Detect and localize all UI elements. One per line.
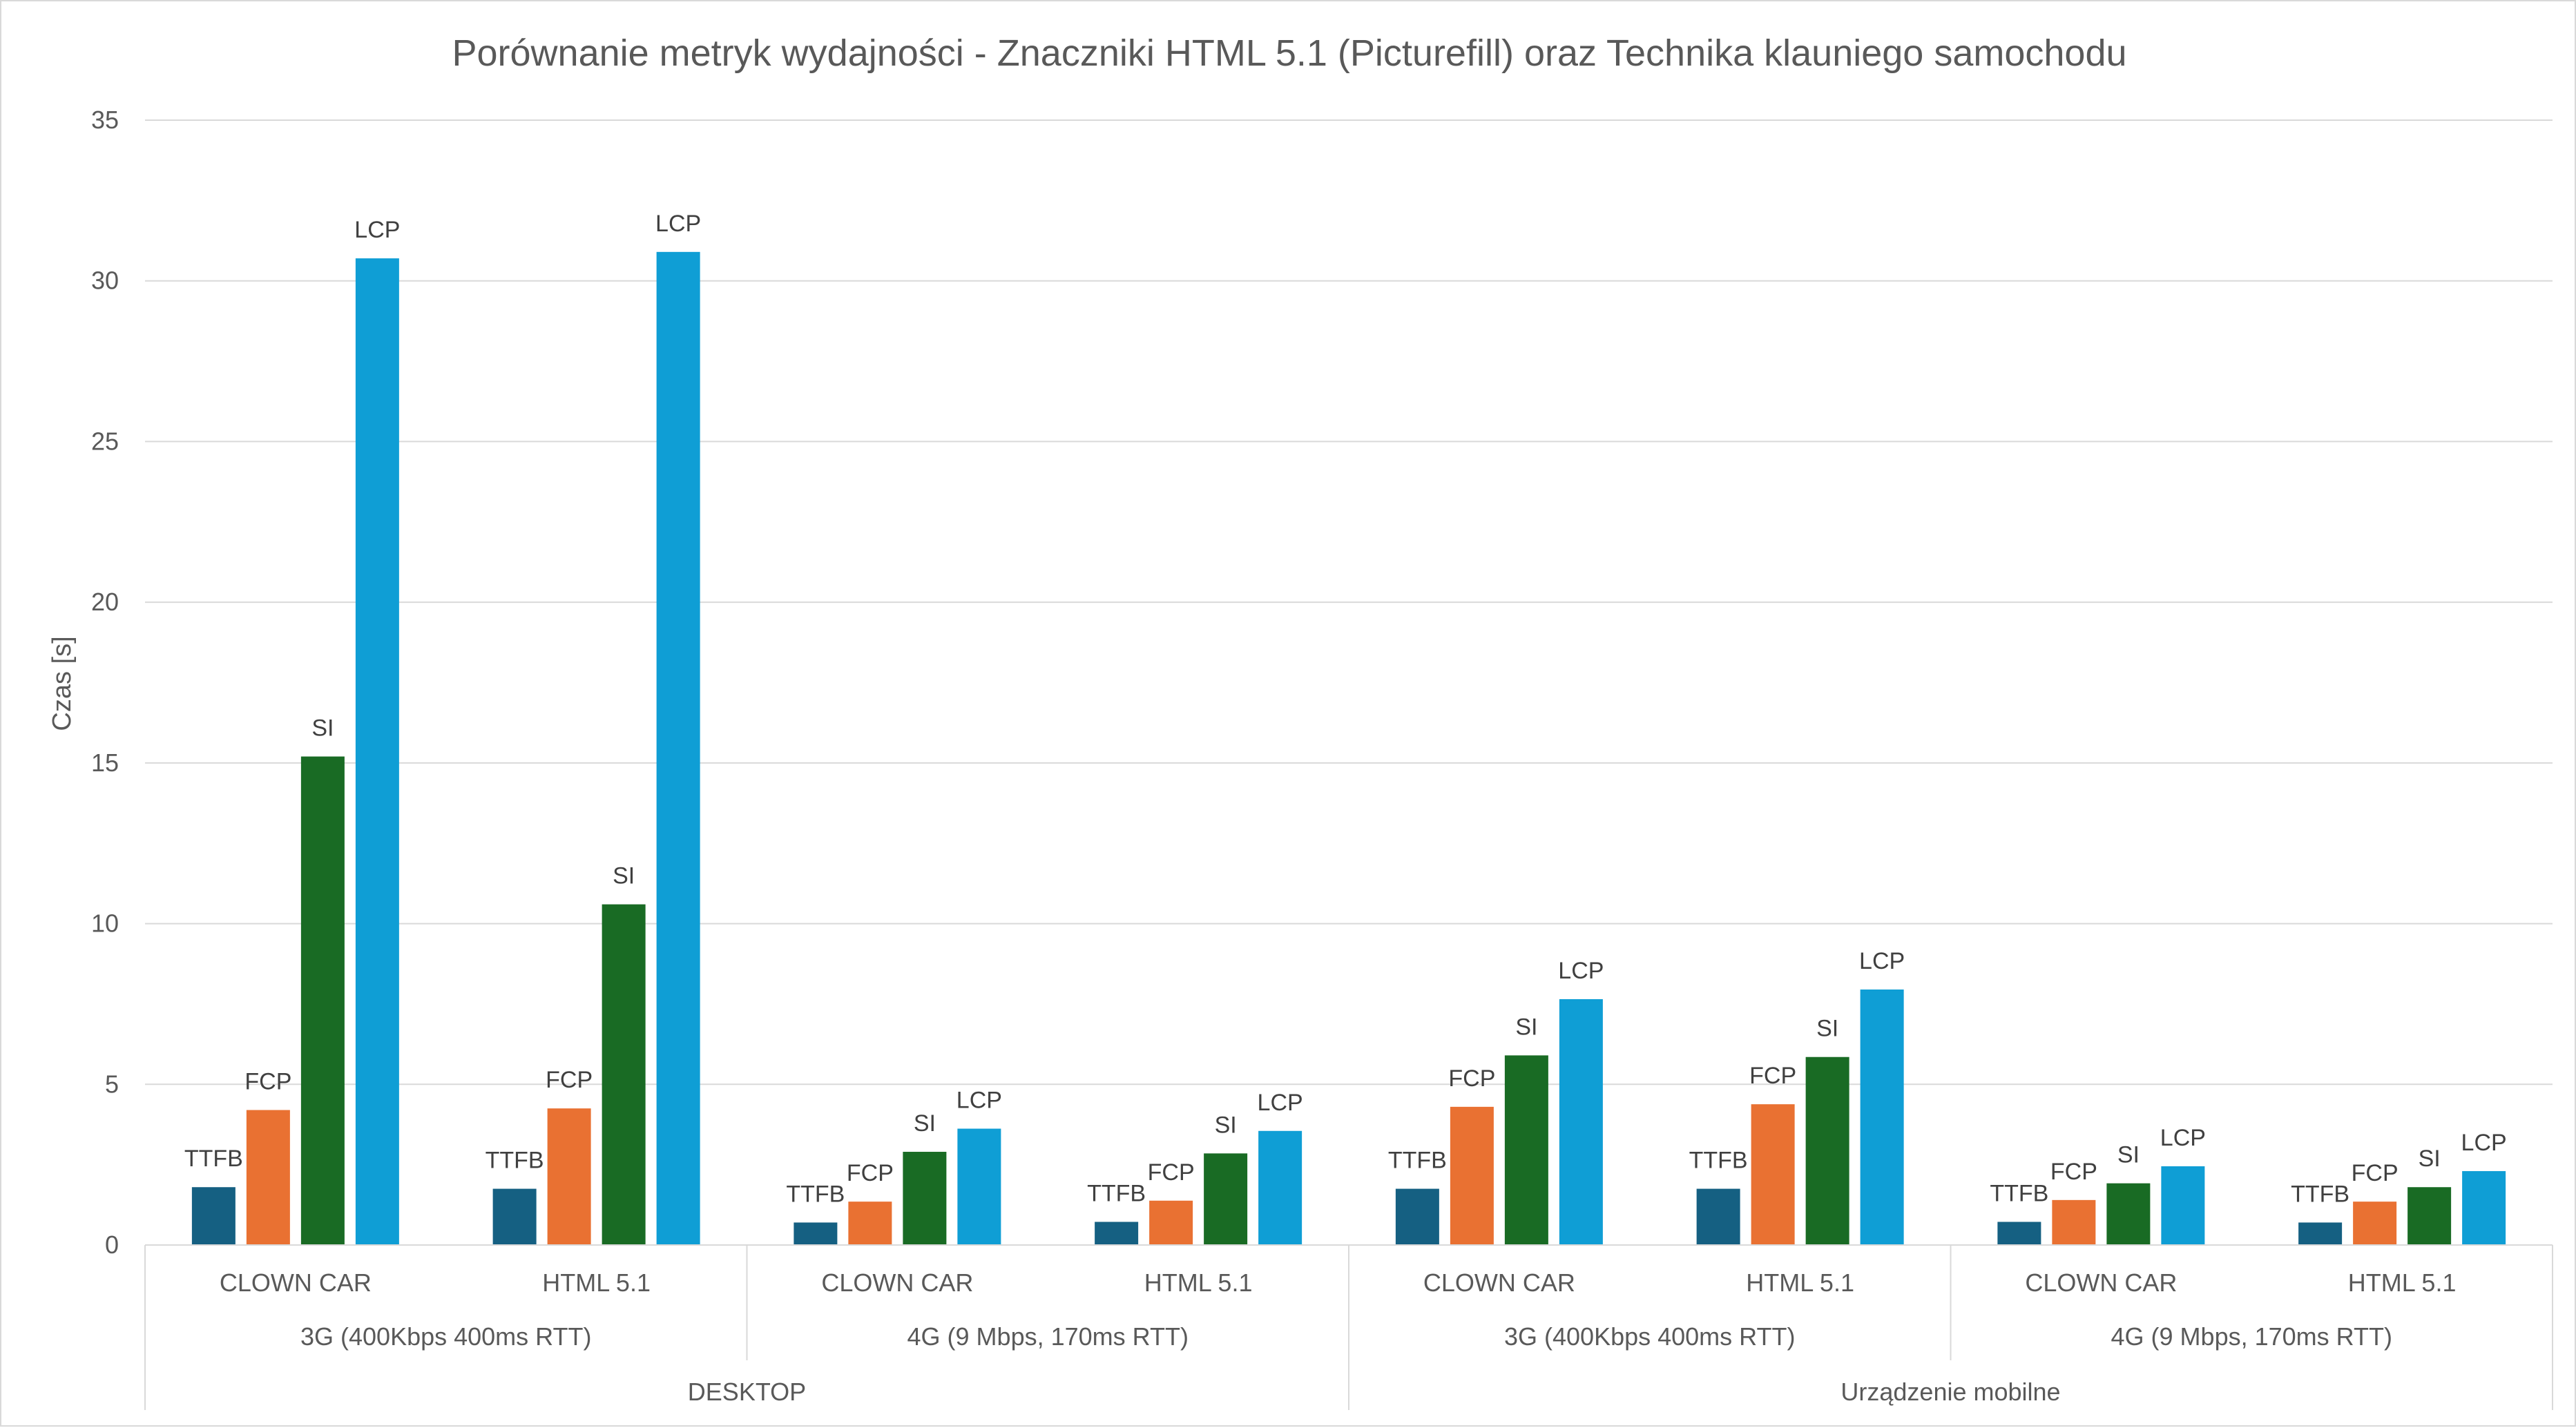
y-axis-title: Czas [s] [48,636,77,731]
x-category-label-2: CLOWN CAR [821,1268,973,1297]
x-category-label-3: HTML 5.1 [1144,1268,1253,1297]
data-label-lcp-0: LCP [354,217,400,243]
bar-lcp-4 [1559,998,1603,1245]
y-tick-label-35: 35 [91,106,119,134]
data-label-ttfb-2: TTFB [786,1181,845,1207]
data-label-fcp-3: FCP [1148,1159,1195,1186]
data-label-fcp-5: FCP [1749,1063,1796,1089]
bars [191,251,2506,1246]
x-category-label-5: HTML 5.1 [1746,1268,1854,1297]
bar-lcp-5 [1860,989,1904,1245]
x-category-label-0: CLOWN CAR [220,1268,372,1297]
bar-si-1 [602,904,646,1245]
data-label-lcp-5: LCP [1859,948,1905,974]
bar-ttfb-2 [794,1222,838,1245]
data-label-fcp-4: FCP [1448,1065,1495,1092]
data-label-si-5: SI [1816,1016,1838,1042]
data-label-fcp-7: FCP [2352,1160,2399,1186]
y-tick-label-25: 25 [91,427,119,455]
data-label-si-1: SI [613,863,635,889]
bar-ttfb-3 [1095,1222,1139,1245]
bar-ttfb-0 [191,1187,236,1245]
data-label-lcp-4: LCP [1558,958,1604,984]
bar-lcp-2 [957,1128,1001,1245]
y-tick-label-20: 20 [91,588,119,616]
data-label-fcp-2: FCP [847,1160,894,1186]
bar-fcp-5 [1751,1104,1795,1245]
bar-lcp-0 [355,258,399,1245]
y-tick-label-0: 0 [105,1231,119,1259]
x-category-label-7: HTML 5.1 [2348,1268,2457,1297]
gridlines [145,119,2553,1246]
bar-ttfb-7 [2298,1222,2343,1245]
data-label-ttfb-7: TTFB [2291,1181,2349,1207]
bar-fcp-4 [1450,1106,1494,1245]
data-label-lcp-6: LCP [2160,1125,2206,1151]
bar-si-3 [1204,1153,1248,1245]
data-label-si-0: SI [311,715,334,742]
data-label-lcp-2: LCP [957,1088,1002,1114]
bar-si-0 [300,756,345,1245]
data-label-ttfb-4: TTFB [1388,1148,1447,1174]
data-label-si-7: SI [2419,1146,2441,1172]
bar-si-5 [1805,1056,1849,1245]
x-category-label-6: CLOWN CAR [2025,1268,2177,1297]
bar-fcp-1 [547,1108,591,1245]
data-label-si-4: SI [1515,1014,1537,1040]
y-tick-label-30: 30 [91,267,119,295]
data-label-fcp-0: FCP [244,1069,291,1095]
bar-ttfb-5 [1696,1188,1740,1245]
data-label-si-6: SI [2117,1142,2140,1168]
y-tick-label-15: 15 [91,749,119,777]
bar-fcp-7 [2353,1202,2397,1245]
bar-si-7 [2407,1187,2452,1245]
bar-si-4 [1504,1055,1548,1245]
x-network-group-label-2: 3G (400Kbps 400ms RTT) [1504,1322,1796,1351]
data-label-ttfb-3: TTFB [1087,1180,1146,1206]
bar-lcp-3 [1258,1130,1303,1245]
data-labels: TTFBFCPSILCPTTFBFCPSILCPTTFBFCPSILCPTTFB… [184,211,2507,1208]
x-network-group-label-0: 3G (400Kbps 400ms RTT) [300,1322,592,1351]
x-network-group-label-3: 4G (9 Mbps, 170ms RTT) [2111,1322,2392,1351]
bar-ttfb-4 [1395,1188,1439,1245]
y-axis-tick-labels: 0 5 10 15 20 25 30 35 [91,106,119,1259]
bar-lcp-7 [2462,1170,2506,1245]
x-category-label-4: CLOWN CAR [1423,1268,1575,1297]
data-label-ttfb-6: TTFB [1990,1180,2048,1206]
bar-fcp-6 [2052,1199,2096,1245]
data-label-ttfb-5: TTFB [1689,1148,1748,1174]
x-category-label-1: HTML 5.1 [542,1268,651,1297]
bar-fcp-0 [246,1110,290,1245]
bar-si-6 [2106,1183,2151,1245]
bar-lcp-6 [2161,1166,2205,1245]
bar-si-2 [903,1152,947,1245]
data-label-lcp-1: LCP [655,211,701,237]
data-label-fcp-1: FCP [546,1067,593,1093]
y-tick-label-5: 5 [105,1070,119,1098]
data-label-fcp-6: FCP [2050,1159,2097,1185]
y-tick-label-10: 10 [91,909,119,938]
data-label-si-3: SI [1215,1112,1237,1138]
data-label-ttfb-0: TTFB [184,1146,243,1172]
data-label-lcp-7: LCP [2461,1130,2507,1156]
x-axis: CLOWN CAR HTML 5.1 CLOWN CAR HTML 5.1 CLOWN … [144,1244,2553,1410]
bar-fcp-2 [848,1202,892,1245]
x-device-group-label-1: Urządzenie mobilne [1840,1378,2060,1406]
data-label-lcp-3: LCP [1258,1090,1303,1116]
x-network-group-label-1: 4G (9 Mbps, 170ms RTT) [907,1322,1189,1351]
x-device-group-label-0: DESKTOP [688,1378,806,1406]
bar-lcp-1 [656,251,700,1246]
data-label-si-2: SI [914,1110,936,1137]
chart-title: Porównanie metryk wydajności - Znaczniki… [452,32,2126,74]
data-label-ttfb-1: TTFB [486,1148,544,1174]
bar-ttfb-1 [492,1188,537,1245]
bar-fcp-3 [1149,1200,1193,1245]
bar-ttfb-6 [1997,1222,2041,1245]
